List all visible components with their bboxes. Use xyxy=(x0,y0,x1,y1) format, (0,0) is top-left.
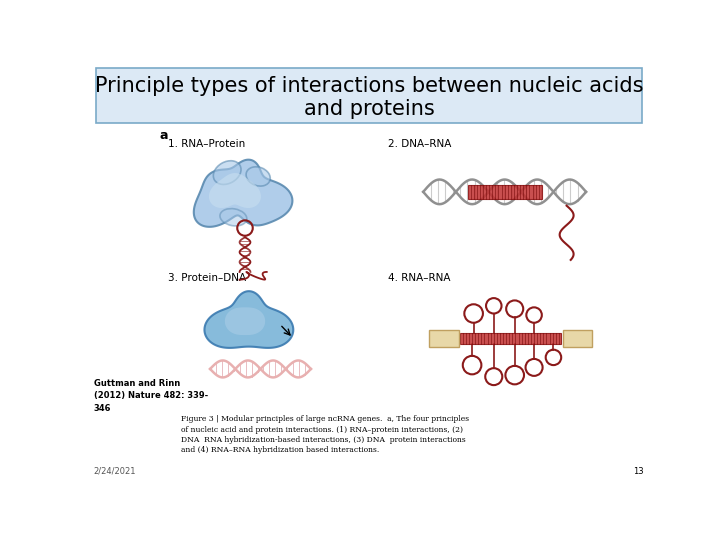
Polygon shape xyxy=(209,173,261,208)
Ellipse shape xyxy=(220,208,247,226)
Text: 4. RNA–RNA: 4. RNA–RNA xyxy=(388,273,451,283)
Text: 2/24/2021: 2/24/2021 xyxy=(94,467,136,476)
Polygon shape xyxy=(204,291,293,348)
Bar xyxy=(429,330,459,347)
Polygon shape xyxy=(225,307,265,335)
Text: 13: 13 xyxy=(634,467,644,476)
Text: a: a xyxy=(160,130,168,143)
Text: 1. RNA–Protein: 1. RNA–Protein xyxy=(168,139,245,148)
Polygon shape xyxy=(194,160,292,227)
Bar xyxy=(563,330,593,347)
Text: Figure 3 | Modular principles of large ncRNA genes.  a, The four principles
of n: Figure 3 | Modular principles of large n… xyxy=(181,415,469,454)
Text: 3. Protein–DNA: 3. Protein–DNA xyxy=(168,273,246,283)
Text: Guttman and Rinn
(2012) Nature 482: 339-
346: Guttman and Rinn (2012) Nature 482: 339-… xyxy=(94,379,208,413)
Bar xyxy=(461,333,561,345)
Text: Principle types of interactions between nucleic acids: Principle types of interactions between … xyxy=(95,76,643,96)
Text: and proteins: and proteins xyxy=(304,99,434,119)
Bar xyxy=(468,185,542,199)
Ellipse shape xyxy=(246,167,270,186)
Ellipse shape xyxy=(213,161,241,185)
Text: 2. DNA–RNA: 2. DNA–RNA xyxy=(388,139,451,148)
FancyBboxPatch shape xyxy=(96,68,642,123)
